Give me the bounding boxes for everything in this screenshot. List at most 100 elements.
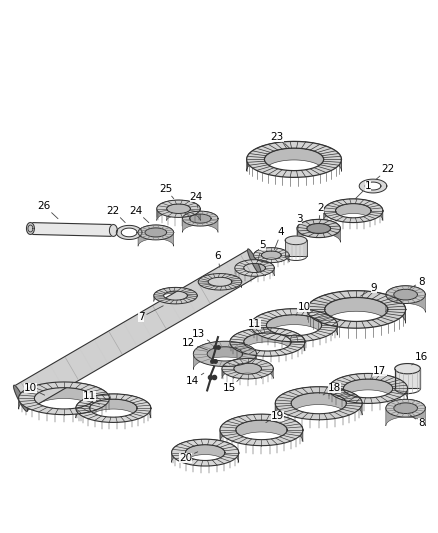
Text: 13: 13 — [192, 329, 210, 342]
Text: 23: 23 — [271, 132, 289, 148]
Text: 26: 26 — [38, 201, 58, 219]
Polygon shape — [285, 236, 307, 245]
Polygon shape — [251, 309, 337, 342]
Polygon shape — [297, 220, 340, 243]
Text: 25: 25 — [159, 184, 174, 199]
Polygon shape — [324, 199, 383, 223]
Polygon shape — [386, 286, 425, 312]
Polygon shape — [254, 248, 289, 262]
Polygon shape — [328, 374, 408, 403]
Text: 18: 18 — [323, 383, 341, 395]
Text: 11: 11 — [248, 319, 263, 334]
Polygon shape — [157, 200, 200, 221]
Polygon shape — [254, 248, 289, 263]
Polygon shape — [386, 286, 425, 303]
Polygon shape — [235, 260, 274, 276]
Polygon shape — [359, 179, 387, 193]
Polygon shape — [117, 225, 142, 239]
Text: 9: 9 — [360, 282, 377, 296]
Text: 12: 12 — [182, 338, 208, 350]
Polygon shape — [172, 439, 239, 466]
Polygon shape — [236, 420, 287, 442]
Polygon shape — [26, 223, 34, 235]
Text: 2: 2 — [318, 203, 324, 220]
Text: 16: 16 — [412, 352, 428, 365]
Polygon shape — [247, 141, 342, 177]
Polygon shape — [193, 341, 257, 370]
Text: 8: 8 — [410, 415, 425, 428]
Polygon shape — [244, 263, 265, 276]
Polygon shape — [307, 290, 406, 328]
Polygon shape — [198, 273, 242, 290]
Polygon shape — [265, 148, 324, 171]
Text: 11: 11 — [83, 391, 99, 405]
Text: 14: 14 — [186, 373, 204, 385]
Polygon shape — [247, 141, 342, 171]
Polygon shape — [18, 382, 110, 409]
Polygon shape — [76, 394, 151, 423]
Polygon shape — [183, 211, 218, 232]
Polygon shape — [230, 328, 305, 356]
Polygon shape — [222, 358, 273, 379]
Polygon shape — [395, 364, 420, 374]
Polygon shape — [235, 260, 274, 276]
Polygon shape — [198, 273, 242, 288]
Polygon shape — [183, 211, 218, 226]
Text: 8: 8 — [410, 277, 425, 288]
Text: 22: 22 — [376, 164, 395, 179]
Polygon shape — [222, 358, 273, 378]
Polygon shape — [386, 399, 425, 417]
Polygon shape — [324, 199, 383, 221]
Polygon shape — [230, 328, 305, 351]
Text: 17: 17 — [372, 366, 387, 378]
Polygon shape — [291, 393, 346, 415]
Text: 3: 3 — [296, 214, 302, 236]
Polygon shape — [185, 445, 225, 463]
Polygon shape — [18, 382, 110, 415]
Polygon shape — [275, 387, 362, 420]
Polygon shape — [275, 387, 362, 415]
Polygon shape — [76, 394, 151, 418]
Polygon shape — [220, 414, 303, 442]
Text: 22: 22 — [107, 206, 125, 223]
Polygon shape — [30, 223, 113, 237]
Text: 1: 1 — [355, 181, 371, 199]
Polygon shape — [336, 204, 371, 221]
Polygon shape — [138, 225, 173, 240]
Polygon shape — [261, 251, 281, 262]
Polygon shape — [307, 290, 406, 324]
Polygon shape — [110, 224, 117, 237]
Text: 10: 10 — [296, 302, 311, 316]
Polygon shape — [247, 249, 261, 275]
Polygon shape — [386, 399, 425, 426]
Text: 24: 24 — [130, 206, 149, 223]
Text: 6: 6 — [215, 251, 221, 267]
Text: 20: 20 — [179, 452, 198, 463]
Text: 10: 10 — [24, 383, 45, 395]
Polygon shape — [34, 387, 94, 409]
Polygon shape — [325, 297, 388, 324]
Polygon shape — [266, 315, 321, 335]
Polygon shape — [154, 287, 197, 302]
Polygon shape — [244, 333, 291, 351]
Polygon shape — [251, 309, 337, 335]
Polygon shape — [234, 363, 261, 378]
Text: 5: 5 — [258, 240, 266, 261]
Polygon shape — [154, 287, 197, 304]
Polygon shape — [14, 250, 261, 410]
Polygon shape — [193, 341, 257, 367]
Text: 19: 19 — [266, 411, 284, 423]
Polygon shape — [328, 374, 408, 399]
Polygon shape — [220, 414, 303, 446]
Polygon shape — [167, 204, 191, 221]
Polygon shape — [157, 200, 200, 217]
Text: 15: 15 — [223, 377, 242, 393]
Polygon shape — [14, 385, 28, 411]
Text: 24: 24 — [190, 192, 203, 208]
Polygon shape — [395, 369, 420, 389]
Polygon shape — [297, 220, 340, 238]
Text: 4: 4 — [274, 228, 285, 249]
Text: 7: 7 — [138, 306, 163, 322]
Polygon shape — [343, 379, 393, 399]
Polygon shape — [172, 439, 239, 463]
